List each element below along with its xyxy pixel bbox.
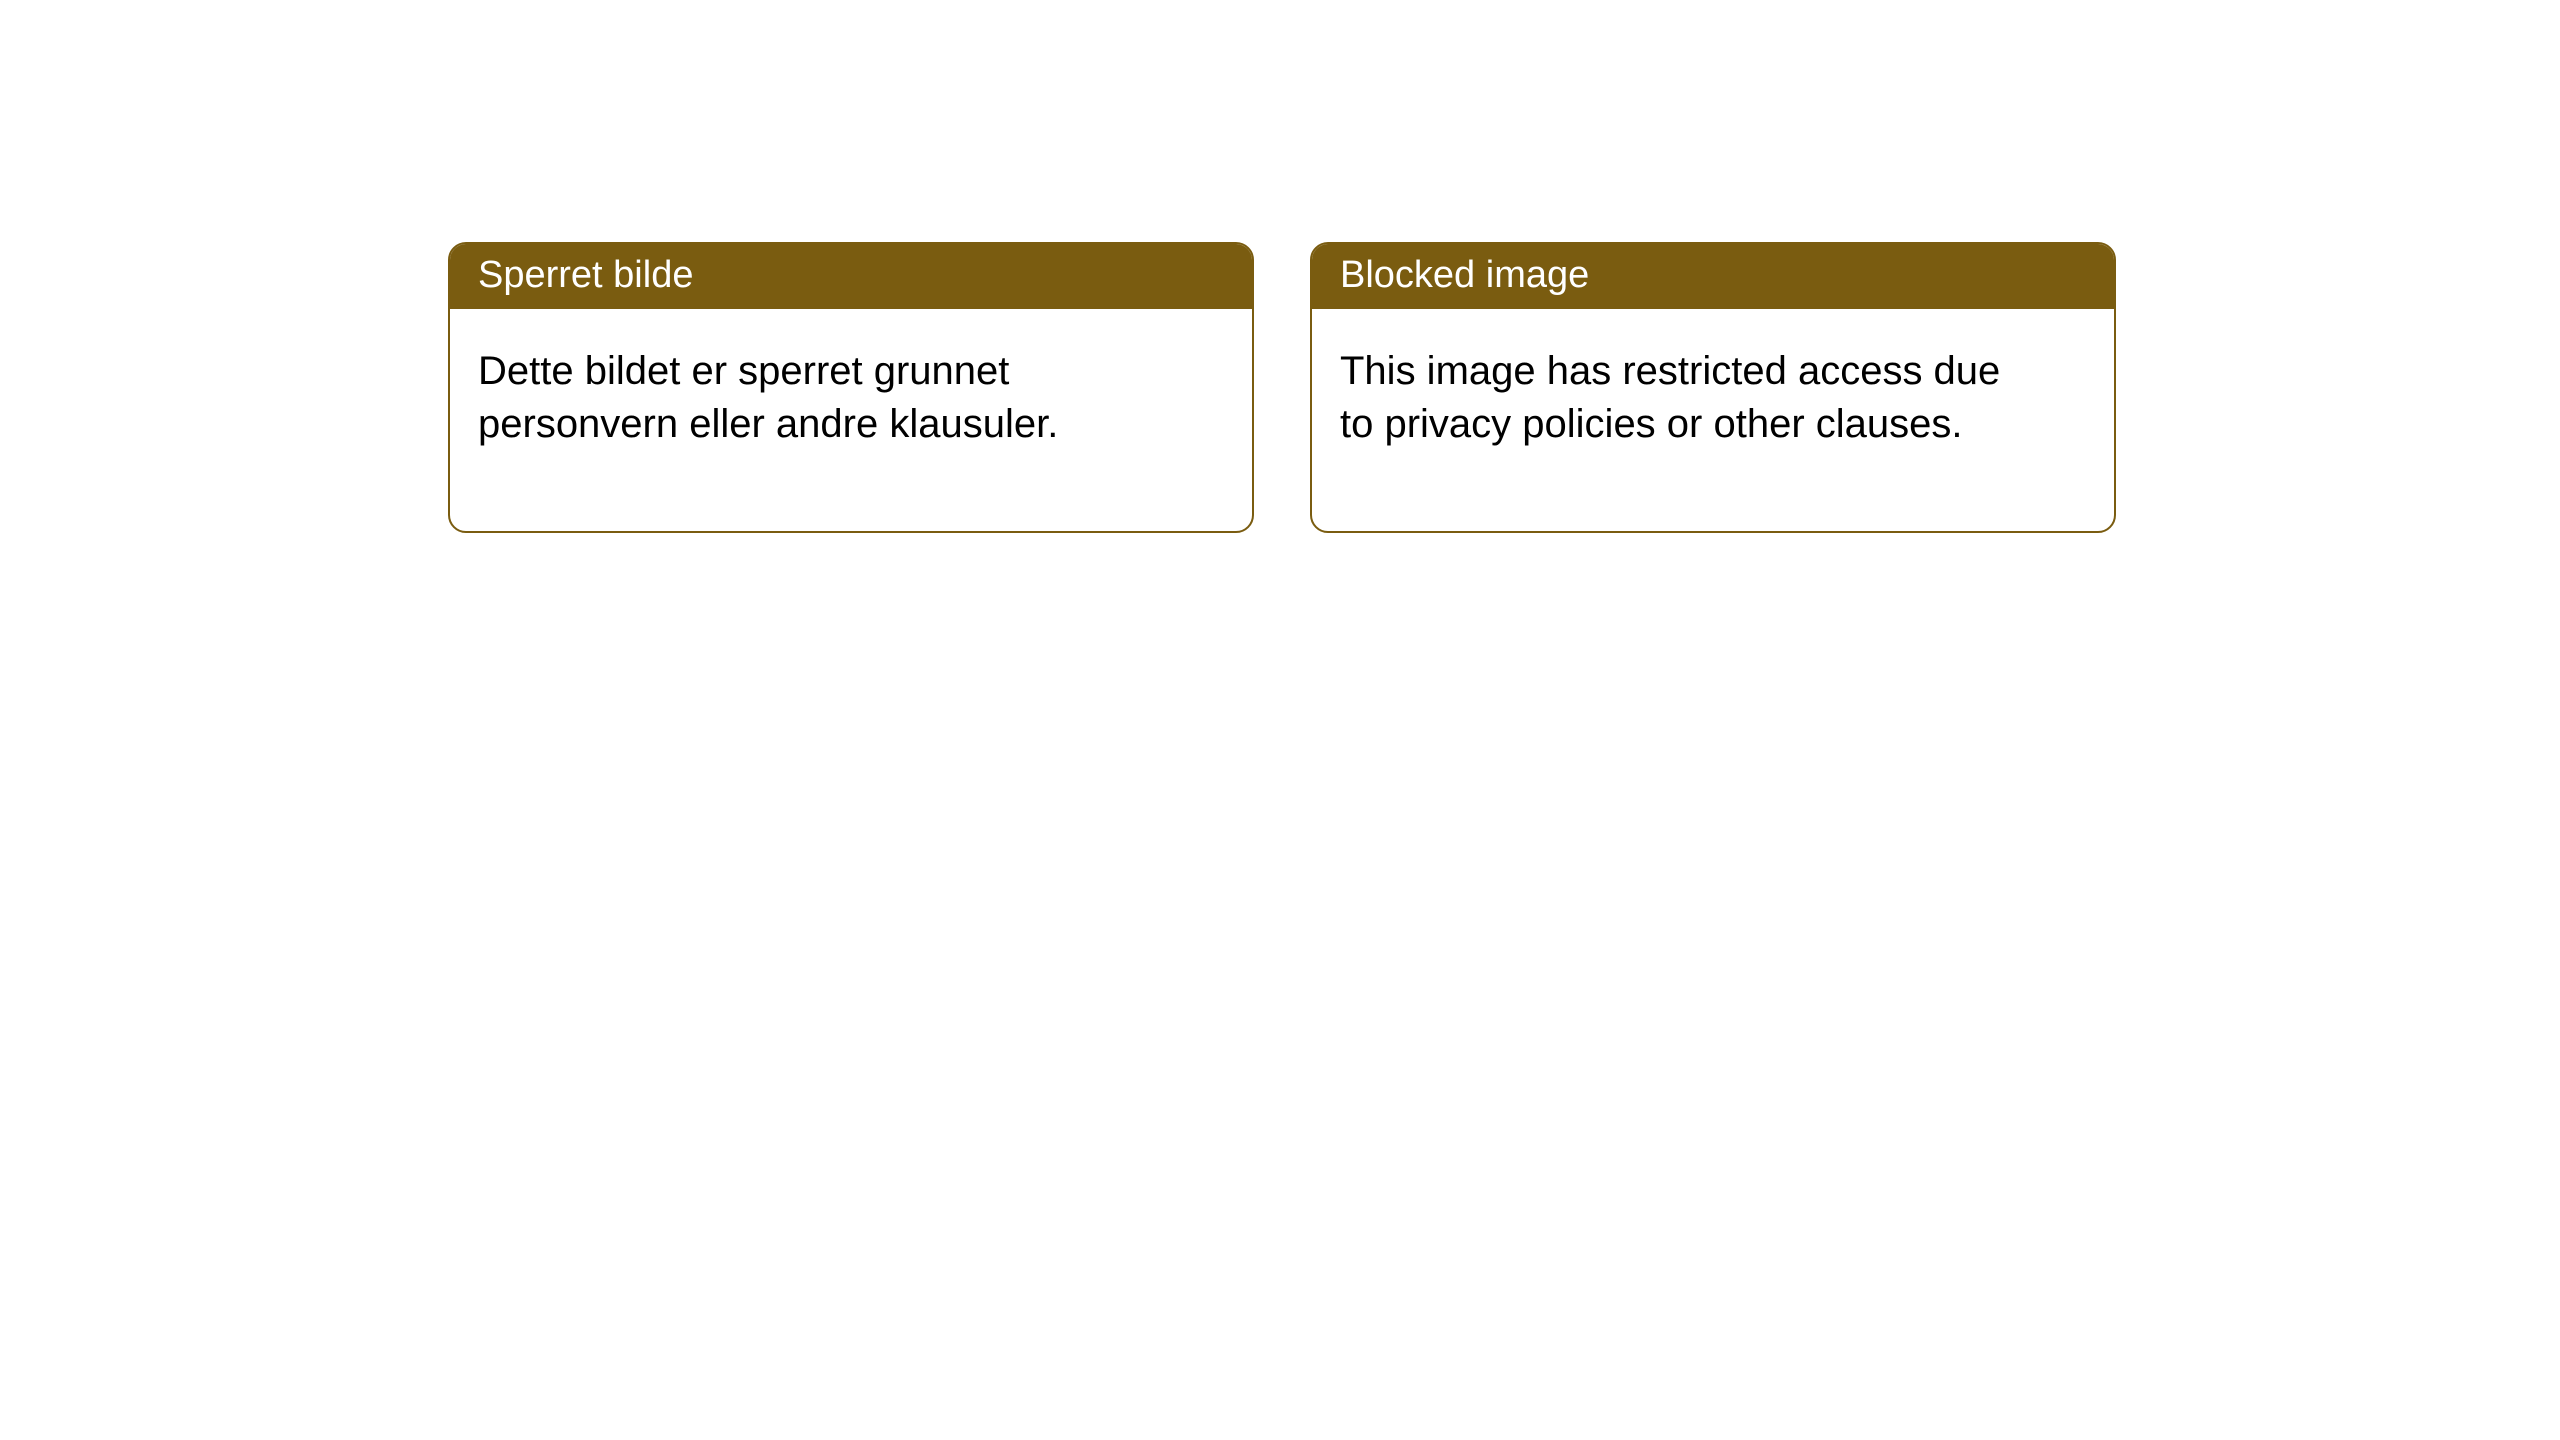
- notice-body-en: This image has restricted access due to …: [1312, 309, 2032, 531]
- notice-container: Sperret bilde Dette bildet er sperret gr…: [0, 0, 2560, 533]
- notice-header-no: Sperret bilde: [450, 244, 1252, 309]
- notice-card-no: Sperret bilde Dette bildet er sperret gr…: [448, 242, 1254, 533]
- notice-header-en: Blocked image: [1312, 244, 2114, 309]
- notice-body-no: Dette bildet er sperret grunnet personve…: [450, 309, 1170, 531]
- notice-card-en: Blocked image This image has restricted …: [1310, 242, 2116, 533]
